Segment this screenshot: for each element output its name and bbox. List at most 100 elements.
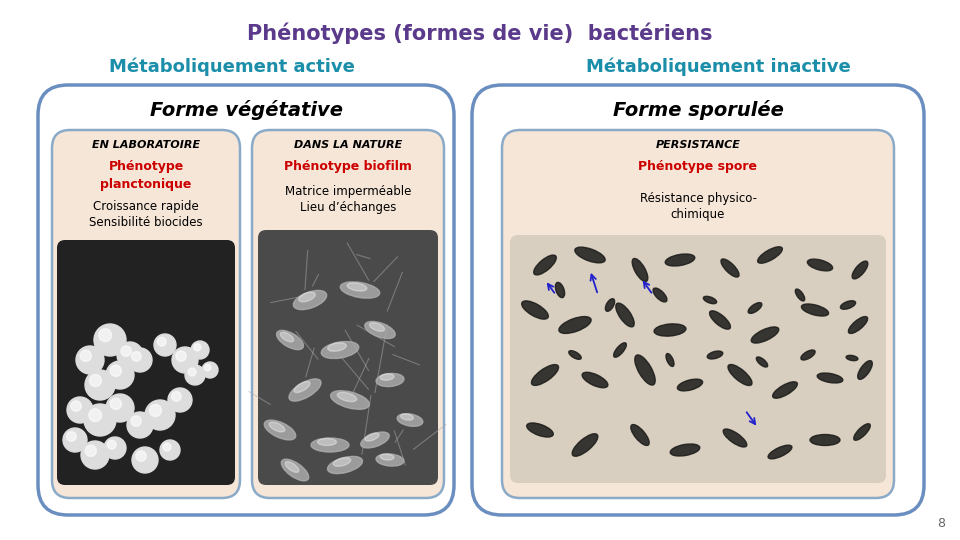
Circle shape — [88, 409, 102, 422]
Ellipse shape — [521, 301, 548, 319]
Circle shape — [117, 342, 143, 368]
Text: Phénotype spore: Phénotype spore — [638, 160, 757, 173]
Text: Phénotype biofilm: Phénotype biofilm — [284, 160, 412, 173]
Ellipse shape — [376, 454, 404, 466]
Circle shape — [176, 351, 186, 361]
Circle shape — [202, 362, 218, 378]
Ellipse shape — [633, 259, 648, 281]
Ellipse shape — [555, 282, 564, 298]
Text: Métaboliquement inactive: Métaboliquement inactive — [586, 58, 851, 77]
Ellipse shape — [289, 379, 321, 401]
Ellipse shape — [568, 350, 581, 359]
Ellipse shape — [728, 364, 752, 386]
Ellipse shape — [333, 458, 350, 467]
Circle shape — [84, 404, 116, 436]
Ellipse shape — [723, 429, 747, 447]
Circle shape — [188, 368, 196, 376]
FancyBboxPatch shape — [52, 130, 240, 498]
Ellipse shape — [527, 423, 553, 437]
Ellipse shape — [846, 355, 858, 361]
Ellipse shape — [322, 341, 359, 359]
Ellipse shape — [311, 438, 349, 452]
Circle shape — [99, 329, 111, 342]
Circle shape — [154, 334, 176, 356]
Circle shape — [131, 416, 141, 426]
Circle shape — [172, 392, 181, 401]
Text: Lieu d’échanges: Lieu d’échanges — [300, 201, 396, 214]
FancyBboxPatch shape — [252, 130, 444, 498]
Ellipse shape — [709, 311, 731, 329]
Ellipse shape — [365, 433, 379, 441]
Circle shape — [76, 346, 104, 374]
Ellipse shape — [773, 382, 798, 398]
Ellipse shape — [327, 456, 363, 474]
Ellipse shape — [708, 351, 723, 359]
Circle shape — [157, 338, 166, 346]
Circle shape — [128, 348, 152, 372]
Circle shape — [121, 346, 132, 356]
Text: EN LABORATOIRE: EN LABORATOIRE — [92, 140, 200, 150]
FancyBboxPatch shape — [502, 130, 894, 498]
Ellipse shape — [757, 247, 782, 263]
Ellipse shape — [294, 291, 326, 309]
Ellipse shape — [397, 414, 422, 426]
Ellipse shape — [559, 316, 591, 333]
Ellipse shape — [857, 361, 873, 380]
Circle shape — [172, 347, 198, 373]
Text: Forme végétative: Forme végétative — [150, 100, 343, 120]
Ellipse shape — [340, 282, 380, 298]
Ellipse shape — [264, 420, 296, 440]
Ellipse shape — [665, 254, 695, 266]
Circle shape — [191, 341, 209, 359]
Ellipse shape — [361, 432, 389, 448]
Ellipse shape — [348, 283, 367, 291]
Ellipse shape — [807, 259, 832, 271]
Ellipse shape — [678, 379, 703, 391]
Ellipse shape — [653, 288, 667, 302]
Circle shape — [168, 388, 192, 412]
Text: Résistance physico-: Résistance physico- — [639, 192, 756, 205]
Ellipse shape — [318, 438, 337, 445]
Text: 8: 8 — [937, 517, 945, 530]
Ellipse shape — [606, 299, 614, 311]
Circle shape — [81, 441, 109, 469]
Circle shape — [145, 400, 175, 430]
Ellipse shape — [840, 301, 855, 309]
Ellipse shape — [534, 255, 556, 275]
Ellipse shape — [280, 332, 294, 342]
FancyBboxPatch shape — [57, 240, 235, 485]
Ellipse shape — [615, 303, 635, 327]
Circle shape — [132, 447, 158, 473]
Ellipse shape — [852, 261, 868, 279]
Ellipse shape — [281, 459, 309, 481]
Circle shape — [66, 431, 76, 441]
Ellipse shape — [849, 316, 868, 333]
FancyBboxPatch shape — [38, 85, 454, 515]
Ellipse shape — [370, 323, 385, 331]
Circle shape — [94, 324, 126, 356]
Ellipse shape — [654, 324, 686, 336]
FancyBboxPatch shape — [258, 230, 438, 485]
Circle shape — [106, 361, 134, 389]
Circle shape — [85, 445, 96, 456]
Ellipse shape — [666, 354, 674, 367]
Text: PERSISTANCE: PERSISTANCE — [656, 140, 740, 150]
Ellipse shape — [795, 289, 804, 301]
Circle shape — [85, 370, 115, 400]
Ellipse shape — [294, 381, 310, 393]
FancyBboxPatch shape — [510, 235, 886, 483]
Ellipse shape — [670, 444, 700, 456]
Circle shape — [89, 375, 102, 387]
Circle shape — [71, 401, 82, 411]
Ellipse shape — [400, 414, 414, 420]
Ellipse shape — [721, 259, 739, 277]
Text: Sensibilité biocides: Sensibilité biocides — [89, 216, 203, 229]
Ellipse shape — [380, 374, 394, 380]
Ellipse shape — [853, 424, 871, 440]
Ellipse shape — [299, 292, 315, 302]
Ellipse shape — [756, 357, 768, 367]
FancyBboxPatch shape — [472, 85, 924, 515]
Circle shape — [185, 365, 205, 385]
Circle shape — [132, 352, 141, 361]
Ellipse shape — [269, 422, 285, 432]
